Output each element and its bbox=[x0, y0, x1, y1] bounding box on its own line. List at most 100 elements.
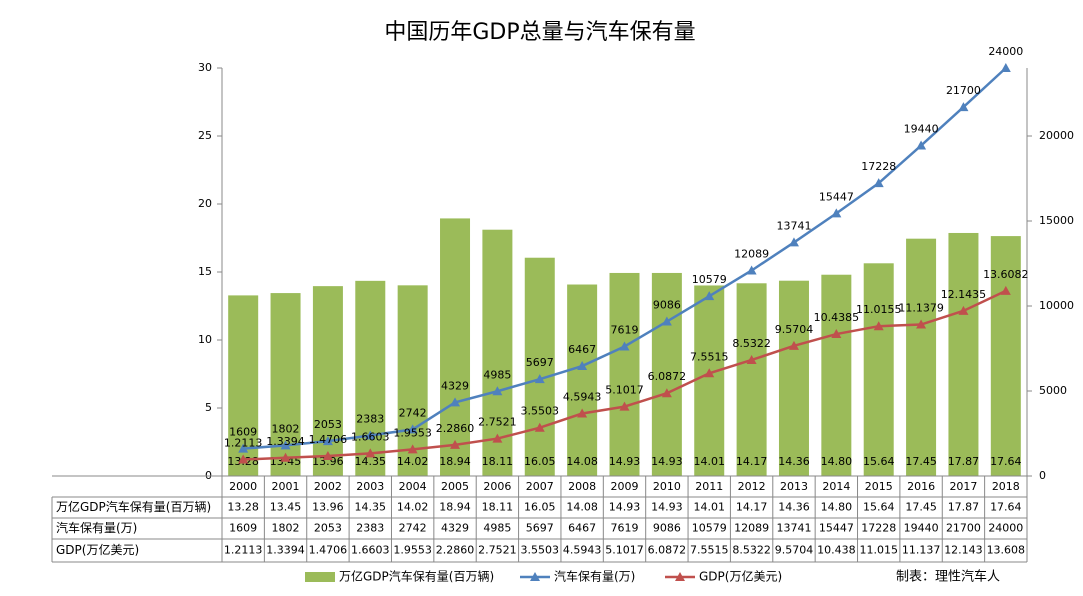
table-cell: 10579 bbox=[692, 522, 727, 535]
table-cell: 2742 bbox=[399, 522, 427, 535]
marker bbox=[407, 424, 418, 434]
bar-label: 18.94 bbox=[439, 455, 471, 468]
table-cell: 15447 bbox=[819, 522, 854, 535]
marker bbox=[492, 433, 503, 443]
y-tick-label: 25 bbox=[198, 129, 212, 142]
y2-tick-label: 5000 bbox=[1039, 384, 1067, 397]
bar-label: 14.93 bbox=[651, 455, 683, 468]
marker bbox=[619, 401, 630, 411]
data-label: 2742 bbox=[399, 406, 427, 419]
data-label: 19440 bbox=[904, 123, 939, 136]
bar bbox=[440, 218, 471, 476]
legend-label: GDP(万亿美元) bbox=[699, 569, 782, 584]
x-tick-label: 2001 bbox=[272, 480, 300, 493]
marker bbox=[661, 316, 672, 326]
table-cell: 13741 bbox=[776, 522, 811, 535]
y-tick-label: 20 bbox=[198, 197, 212, 210]
table-cell: 17.45 bbox=[905, 501, 937, 514]
table-cell: 1.2113 bbox=[224, 544, 263, 557]
marker bbox=[831, 329, 842, 339]
data-label: 2.7521 bbox=[478, 416, 517, 429]
y2-tick-label: 0 bbox=[1039, 469, 1046, 482]
marker bbox=[746, 265, 757, 275]
y2-tick-label: 15000 bbox=[1039, 214, 1074, 227]
table-cell: 14.93 bbox=[651, 501, 683, 514]
marker bbox=[661, 388, 672, 398]
marker bbox=[407, 444, 418, 454]
marker bbox=[238, 443, 249, 453]
data-label: 1.4706 bbox=[309, 433, 348, 446]
marker bbox=[788, 340, 799, 350]
bar bbox=[863, 263, 894, 476]
x-tick-label: 2017 bbox=[949, 480, 977, 493]
marker bbox=[1000, 285, 1011, 295]
marker bbox=[577, 361, 588, 371]
marker bbox=[746, 354, 757, 364]
table-cell: 1.4706 bbox=[309, 544, 348, 557]
table-cell: 14.93 bbox=[609, 501, 641, 514]
bar bbox=[567, 284, 598, 476]
data-label: 11.0155 bbox=[856, 303, 902, 316]
data-label: 1.3394 bbox=[266, 435, 305, 448]
x-tick-label: 2006 bbox=[483, 480, 511, 493]
data-label: 10579 bbox=[692, 273, 727, 286]
data-label: 9086 bbox=[653, 299, 681, 312]
marker bbox=[280, 452, 291, 462]
legend-label: 万亿GDP汽车保有量(百万辆) bbox=[339, 569, 494, 584]
data-label: 2.2860 bbox=[436, 422, 475, 435]
marker bbox=[916, 319, 927, 329]
table-cell: 17.87 bbox=[948, 501, 980, 514]
data-label: 10.4385 bbox=[814, 311, 860, 324]
bar-label: 14.36 bbox=[778, 455, 810, 468]
y2-tick-label: 10000 bbox=[1039, 299, 1074, 312]
table-cell: 12089 bbox=[734, 522, 769, 535]
table-cell: 2383 bbox=[356, 522, 384, 535]
table-cell: 8.5322 bbox=[732, 544, 771, 557]
table-row-label: 万亿GDP汽车保有量(百万辆) bbox=[56, 499, 211, 514]
table-row-label: GDP(万亿美元) bbox=[56, 542, 139, 557]
y2-tick-label: 20000 bbox=[1039, 129, 1074, 142]
marker bbox=[788, 237, 799, 247]
data-label: 21700 bbox=[946, 84, 981, 97]
bar-label: 14.80 bbox=[821, 455, 853, 468]
data-label: 1.6603 bbox=[351, 430, 390, 443]
note: 制表：理性汽车人 bbox=[896, 569, 1000, 585]
x-tick-label: 2004 bbox=[399, 480, 427, 493]
table-cell: 24000 bbox=[988, 522, 1023, 535]
table-cell: 4329 bbox=[441, 522, 469, 535]
legend-marker bbox=[675, 572, 685, 581]
bar bbox=[651, 272, 682, 476]
table-cell: 2.2860 bbox=[436, 544, 475, 557]
table-cell: 13.45 bbox=[270, 501, 302, 514]
table-cell: 6467 bbox=[568, 522, 596, 535]
y-tick-label: 30 bbox=[198, 61, 212, 74]
marker bbox=[873, 178, 884, 188]
bar bbox=[312, 286, 343, 476]
table-cell: 6.0872 bbox=[648, 544, 687, 557]
x-tick-label: 2012 bbox=[738, 480, 766, 493]
bar-label: 14.17 bbox=[736, 455, 768, 468]
bar bbox=[948, 232, 979, 476]
x-tick-label: 2011 bbox=[695, 480, 723, 493]
x-tick-label: 2007 bbox=[526, 480, 554, 493]
legend-marker bbox=[530, 572, 540, 581]
x-tick-label: 2008 bbox=[568, 480, 596, 493]
table-row-label: 汽车保有量(万) bbox=[56, 520, 137, 535]
marker bbox=[322, 450, 333, 460]
marker bbox=[492, 386, 503, 396]
marker bbox=[280, 440, 291, 450]
table-cell: 17228 bbox=[861, 522, 896, 535]
legend-swatch bbox=[305, 572, 335, 582]
x-tick-label: 2002 bbox=[314, 480, 342, 493]
bar-label: 17.45 bbox=[905, 455, 937, 468]
data-label: 13741 bbox=[776, 219, 811, 232]
data-label: 9.5704 bbox=[775, 323, 814, 336]
x-tick-label: 2018 bbox=[992, 480, 1020, 493]
data-label: 13.6082 bbox=[983, 268, 1029, 281]
data-label: 1802 bbox=[272, 422, 300, 435]
bar bbox=[609, 272, 640, 476]
data-label: 17228 bbox=[861, 160, 896, 173]
data-label: 1609 bbox=[229, 426, 257, 439]
marker bbox=[365, 448, 376, 458]
data-label: 8.5322 bbox=[732, 337, 771, 350]
